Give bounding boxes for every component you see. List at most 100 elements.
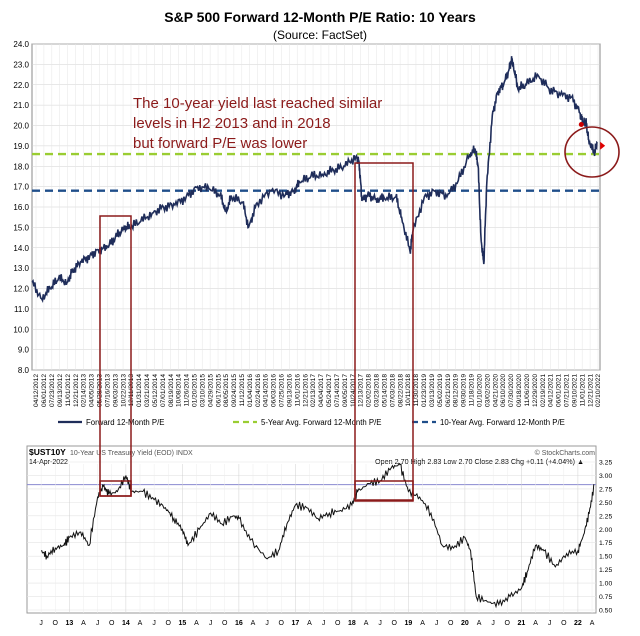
yield-y-tick-label: 2.75	[599, 486, 612, 493]
highlight-boxes	[99, 162, 414, 502]
yield-x-tick-label: A	[533, 620, 538, 627]
pe-x-tick-label: 10/11/2018	[405, 374, 412, 407]
pe-x-tick-label: 11/18/2019	[469, 374, 476, 407]
yield-x-tick-label: O	[53, 620, 59, 627]
yield-y-tick-label: 3.00	[599, 473, 612, 480]
pe-x-tick-label: 07/03/2018	[389, 374, 396, 407]
pe-x-tick-label: 09/18/2020	[516, 374, 523, 407]
pe-x-tick-label: 07/21/2021	[564, 374, 571, 407]
pe-x-tick-label: 06/21/2019	[445, 374, 452, 407]
pe-last-value-marker	[600, 141, 606, 150]
pe-x-tick-label: 09/30/2019	[461, 374, 468, 407]
pe-y-tick-label: 17.0	[13, 183, 29, 192]
pe-x-tick-label: 02/13/2017	[310, 374, 317, 407]
forward-pe-line	[31, 56, 598, 303]
pe-x-tick-label: 12/29/2020	[532, 374, 539, 407]
yield-gridlines	[27, 461, 596, 613]
pe-legend: Forward 12-Month P/E 5-Year Avg. Forward …	[58, 418, 565, 427]
yield-y-tick-label: 1.00	[599, 581, 612, 588]
pe-y-axis: 8.0 9.0 10.0 11.0 12.0 13.0 14.0 15.0 16.0 17.0 18…	[13, 40, 29, 375]
yield-x-tick-label: 14	[122, 620, 130, 627]
pe-x-tick-label: 04/21/2020	[492, 374, 499, 407]
pe-annotation: The 10-year yield last reached similar le…	[133, 95, 620, 178]
pe-x-tick-label: 09/10/2021	[571, 374, 578, 407]
yield-x-tick-label: A	[420, 620, 425, 627]
yield-x-tick-label: A	[81, 620, 86, 627]
yield-x-tick-label: J	[491, 620, 495, 627]
pe-x-tick-label: 12/21/2016	[302, 374, 309, 407]
yield-y-tick-label: 2.25	[599, 513, 612, 520]
yield-x-tick-label: J	[378, 620, 382, 627]
pe-x-tick-label: 03/13/2019	[429, 374, 436, 407]
pe-x-tick-label: 05/02/2019	[437, 374, 444, 407]
pe-legend-label: 10-Year Avg. Forward 12-Month P/E	[440, 418, 565, 427]
yield-x-tick-label: 15	[178, 620, 186, 627]
pe-x-tick-label: 11/01/2016	[294, 374, 301, 407]
yield-x-tick-label: J	[96, 620, 100, 627]
pe-x-tick-label: 04/05/2013	[89, 374, 96, 407]
pe-x-tick-label: 02/24/2016	[255, 374, 262, 407]
pe-annotation-text: The 10-year yield last reached similar	[133, 95, 382, 112]
pe-y-tick-label: 10.0	[13, 325, 29, 334]
pe-x-tick-label: 04/29/2015	[207, 374, 214, 407]
pe-y-tick-label: 8.0	[18, 366, 30, 375]
pe-x-tick-label: 06/17/2015	[215, 374, 222, 407]
pe-x-tick-label: 12/13/2017	[358, 374, 365, 407]
pe-x-tick-label: 05/14/2018	[381, 374, 388, 407]
pe-x-tick-label: 11/01/2021	[579, 374, 586, 407]
yield-x-tick-label: A	[194, 620, 199, 627]
pe-x-tick-label: 07/16/2013	[104, 374, 111, 407]
yield-x-tick-label: 16	[235, 620, 243, 627]
pe-x-tick-label: 08/05/2015	[223, 374, 230, 407]
yield-x-tick-label: O	[505, 620, 511, 627]
yield-x-tick-label: J	[435, 620, 439, 627]
yield-x-tick-label: O	[448, 620, 454, 627]
pe-x-tick-label: 03/21/2014	[144, 374, 151, 407]
yield-date: 14-Apr-2022	[29, 459, 68, 466]
pe-x-tick-label: 07/01/2014	[160, 374, 167, 407]
yield-y-tick-label: 1.50	[599, 554, 612, 561]
yield-x-tick-label: 21	[518, 620, 526, 627]
pe-x-tick-label: 02/14/2013	[81, 374, 88, 407]
yield-x-tick-label: O	[392, 620, 398, 627]
yield-y-tick-label: 1.25	[599, 567, 612, 574]
pe-x-tick-label: 06/01/2012	[41, 374, 48, 407]
pe-y-tick-label: 19.0	[13, 142, 29, 151]
pe-x-tick-label: 04/14/2016	[263, 374, 270, 407]
pe-x-tick-label: 12/21/2021	[587, 374, 594, 407]
highlight-box-2013-yield	[99, 480, 132, 497]
pe-y-tick-label: 20.0	[13, 122, 29, 131]
pe-x-tick-label: 11/30/2018	[413, 374, 420, 407]
pe-x-tick-label: 09/13/2016	[286, 374, 293, 407]
yield-y-tick-label: 3.25	[599, 460, 612, 467]
pe-y-tick-label: 14.0	[13, 244, 29, 253]
yield-x-tick-label: J	[152, 620, 156, 627]
pe-annotation-text: but forward P/E was lower	[133, 135, 307, 152]
yield-x-tick-label: O	[222, 620, 228, 627]
yield-x-tick-label: 17	[291, 620, 299, 627]
yield-x-tick-label: 19	[405, 620, 413, 627]
pe-x-tick-label: 01/10/2020	[476, 374, 483, 407]
pe-x-tick-label: 07/14/2017	[334, 374, 341, 407]
pe-annotation-text: levels in H2 2013 and in 2018	[133, 115, 331, 132]
yield-x-tick-label: 20	[461, 620, 469, 627]
pe-x-tick-label: 09/03/2013	[112, 374, 119, 407]
pe-y-tick-label: 22.0	[13, 81, 29, 90]
pe-x-tick-label: 09/13/2012	[57, 374, 64, 407]
pe-x-tick-label: 04/04/2017	[318, 374, 325, 407]
pe-x-tick-label: 08/22/2018	[397, 374, 404, 407]
pe-legend-label: Forward 12-Month P/E	[86, 418, 164, 427]
pe-y-tick-label: 16.0	[13, 203, 29, 212]
yield-x-axis: J O 13 A J O 14 A J O 15 A J O 16 A J O 17 A J O 18 A J O 19 A J O 20 A…	[39, 620, 594, 627]
yield-x-tick-label: 22	[574, 620, 582, 627]
pe-y-tick-label: 21.0	[13, 101, 29, 110]
pe-recent-highlight-ellipse	[564, 126, 620, 178]
yield-x-tick-label: 13	[65, 620, 73, 627]
pe-x-tick-label: 10/22/2013	[120, 374, 127, 407]
yield-x-tick-label: J	[209, 620, 213, 627]
pe-x-tick-label: 02/10/2022	[595, 374, 602, 407]
pe-x-tick-label: 08/12/2019	[453, 374, 460, 407]
yield-x-tick-label: O	[279, 620, 285, 627]
yield-series	[41, 462, 595, 609]
